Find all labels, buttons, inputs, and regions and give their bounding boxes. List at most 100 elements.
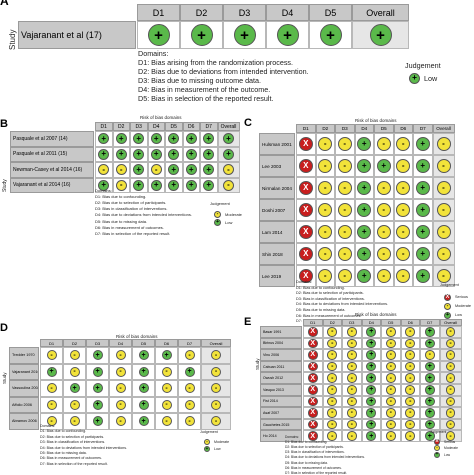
study-label: Pasquale et al 2007 (14) [10,131,94,147]
judgement-marker: + [92,366,103,377]
judgement-marker: - [405,338,416,349]
study-label: Basar 1991 [260,326,302,338]
judgement-marker: + [92,399,103,410]
column-header-d6: D6 [393,124,413,133]
judgement-marker: + [366,373,377,383]
study-axis-label: Study [8,29,17,50]
judgement-legend-marker: + [214,218,221,226]
judgement-marker: + [366,361,377,372]
judgement-marker: + [424,373,435,383]
judgement-marker: - [327,350,338,360]
column-header-d3: D3 [130,122,148,131]
judgement-marker: - [346,373,357,383]
judgement-marker: - [46,399,57,410]
study-label: Cabuan 2011 [260,360,302,373]
judgement-legend-marker: - [444,303,451,310]
domain-definition: D7: Bias in selection of the reported re… [285,470,348,475]
panel-letter: D [0,322,8,334]
judgement-marker: - [184,383,195,394]
judgement-marker: - [346,350,357,360]
judgement-marker: - [327,338,338,349]
study-label: Doshi 2007 [259,199,295,221]
judgement-marker: + [223,148,234,160]
judgement-marker: - [327,373,338,383]
column-header-d1: D1 [137,4,180,21]
domain-definition: D4: Bias due to deviations from intended… [296,302,389,307]
judgement-marker: + [92,383,103,394]
judgement-marker: - [376,137,391,151]
study-label: Vajaranant 2016 [9,363,39,380]
judgement-marker: + [357,225,372,239]
judgement-marker: + [115,133,127,145]
study-axis-label: Study [2,372,7,384]
judgement-marker: - [445,431,456,441]
judgement-legend-label: Serious [455,295,468,300]
judgement-heading: Judgement [430,430,447,434]
column-header-d4: D4 [109,339,132,347]
judgement-marker: X [307,408,318,418]
judgement-marker: + [168,148,180,160]
judgement-legend-marker: X [434,438,440,445]
judgement-marker: - [223,164,234,176]
column-header-overall: Overall [439,319,462,326]
study-label: Tredder 1970 [9,347,39,364]
study-label: Lee 2003 [259,155,295,177]
column-header-d6: D6 [182,122,200,131]
judgement-marker: - [405,419,416,430]
study-label: Hulsman 2001 [259,133,295,155]
panel-letter: E [244,316,252,328]
judgement-marker: - [346,361,357,372]
judgement-marker: + [366,338,377,349]
judgement-marker: - [405,327,416,337]
column-header-d6: D6 [400,319,420,326]
judgement-marker: + [357,181,372,195]
judgement-legend-marker: X [444,293,451,301]
judgement-marker: - [150,164,162,176]
judgement-marker: + [424,396,435,407]
judgement-marker: + [138,350,149,361]
judgement-marker: + [138,416,149,427]
judgement-marker: - [161,416,172,427]
judgement-marker: + [185,148,197,160]
domain-definition: D6: Bias in measurement of outcomes. [40,456,102,461]
judgement-marker: - [346,408,357,418]
judgement-marker: X [307,373,318,383]
judgement-marker: + [366,396,377,407]
judgement-marker: - [405,408,416,418]
domain-definition: D6: Bias in measurement of outcomes. [296,313,362,318]
column-header-d1: D1 [95,122,113,131]
judgement-marker: - [436,181,451,195]
judgement-marker: - [115,399,126,410]
judgement-marker: + [415,159,430,173]
judgement-marker: + [415,247,430,261]
judgement-legend-marker: + [204,445,210,452]
judgement-marker: + [424,431,435,441]
domain-definition: D5: Bias in selection of the reported re… [138,94,274,103]
judgement-marker: - [445,327,456,337]
study-label: Ho 2014 [260,430,302,442]
column-header-d2: D2 [112,122,130,131]
judgement-marker: X [298,269,313,283]
judgement-marker: + [415,225,430,239]
judgement-marker: - [385,396,396,407]
judgement-marker: - [346,431,357,441]
judgement-marker: + [223,133,234,145]
judgement-marker: - [346,338,357,349]
judgement-marker: - [327,419,338,430]
judgement-marker: - [436,203,451,217]
study-label: Pasquale et al 2011 (15) [10,146,94,162]
domain-definition: D2: Bias due to selection of participant… [285,445,344,450]
judgement-marker: X [298,203,313,217]
judgement-marker: X [298,181,313,195]
domain-definition: D1: Bias due to confounding. [296,285,345,290]
study-label: Owush 2012 [260,372,302,384]
risk-of-bias-domains-title: Risk of bias domains [116,334,158,339]
column-header-d4: D4 [361,319,381,326]
judgement-marker: - [337,181,352,195]
judgement-marker: + [415,137,430,151]
judgement-marker: - [115,164,127,176]
judgement-marker: + [133,164,145,176]
judgement-marker: + [168,164,180,176]
judgement-marker: - [346,396,357,407]
judgement-marker: - [184,350,195,361]
